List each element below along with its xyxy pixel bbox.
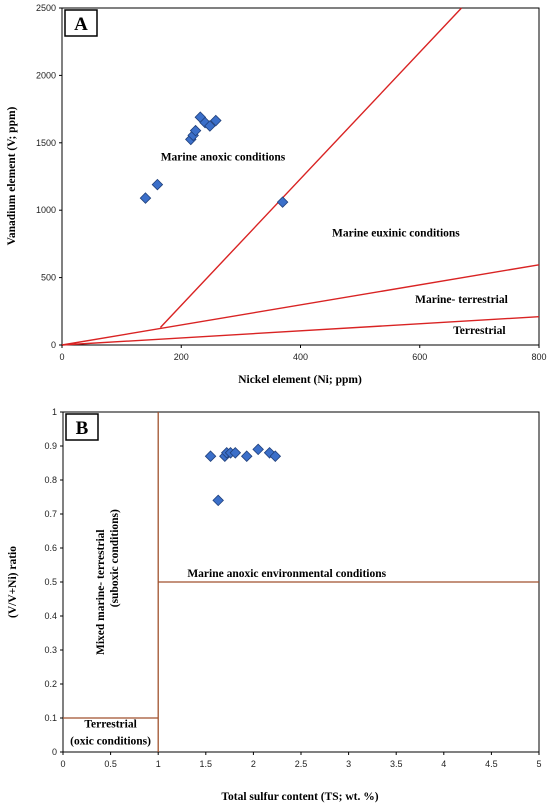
panel-b-data-point-9 [269,450,282,462]
panel-b-y-tick-label-6: 0.6 [44,543,57,553]
panel-a-x-axis-title: Nickel element (Ni; ppm) [238,374,362,386]
panel-a-data-point-8 [210,114,222,127]
panel-b-y-tick-label-2: 0.2 [44,679,57,689]
panel-b-data-point-7 [252,443,264,456]
panel-b-x-tick-label-3: 1.5 [200,759,213,769]
panel-a-data-point-7 [204,120,216,132]
panel-b-x-tick-label-8: 4 [441,759,446,769]
panel-a-data-point-0 [139,192,152,204]
panel-a-label: A [74,14,88,35]
panel-b-region-label-2: (suboxic conditions) [109,509,121,607]
panel-b-x-axis-title: Total sulfur content (TS; wt. %) [221,791,378,803]
panel-a-y-tick-label-2: 1000 [36,205,56,215]
panel-a-ticks: 0 200 400 600 800 0 500 1000 1500 2000 2500 [36,3,547,362]
panel-a-y-tick-label-4: 2000 [36,70,56,80]
panel-a-boundaries [61,7,540,346]
panel-b-data-point-5 [229,447,242,459]
panel-a-region-label-2: Marine- terrestrial [415,294,508,306]
panel-b-y-tick-label-5: 0.5 [44,577,57,587]
panel-b-region-label-1: Mixed marine- terrestrial [95,529,107,655]
panel-a-region-label-0: Marine anoxic conditions [161,151,286,163]
panel-b-boundaries [63,412,539,752]
panel-b: 0 0.5 1 1.5 2 2.5 3 3.5 4 4.5 5 0 0.1 0.2 0.3 0.4 0.5 0.6… [7,407,542,803]
panel-b-y-tick-label-4: 0.4 [44,611,57,621]
panel-a: 0 200 400 600 800 0 500 1000 1500 2000 2500 Marine… [6,3,547,386]
panel-a-y-axis-title: Vanadium element (V; ppm) [6,106,18,245]
panel-a-region-label-1: Marine euxinic conditions [332,227,460,239]
panel-b-y-tick-label-9: 0.9 [44,441,57,451]
panel-a-y-tick-label-3: 1500 [36,138,56,148]
panel-b-x-tick-label-1: 0.5 [104,759,117,769]
panel-a-x-tick-label-0: 0 [59,352,64,362]
panel-b-x-tick-label-10: 5 [536,759,541,769]
panel-b-region-label-3: Terrestrial [84,719,136,731]
panel-b-points [204,443,282,507]
panel-b-x-tick-label-5: 2.5 [295,759,308,769]
panel-a-x-tick-label-3: 600 [412,352,427,362]
panel-a-points [139,111,289,208]
panel-a-y-tick-label-0: 0 [51,340,56,350]
panel-a-data-point-1 [151,178,164,191]
panel-b-x-tick-label-0: 0 [60,759,65,769]
panel-a-boundary-line-2 [61,315,540,346]
panel-b-data-point-0 [204,450,217,462]
panel-b-data-point-1 [212,494,224,507]
panel-b-y-tick-label-10: 1 [52,407,57,417]
panel-a-boundary-line-0 [159,7,462,328]
panel-b-y-tick-label-8: 0.8 [44,475,57,485]
panel-b-ticks: 0 0.5 1 1.5 2 2.5 3 3.5 4 4.5 5 0 0.1 0.2 0.3 0.4 0.5 0.6… [44,407,541,769]
panel-a-y-tick-label-1: 500 [41,273,56,283]
panel-b-x-tick-label-9: 4.5 [485,759,498,769]
panel-b-y-tick-label-3: 0.3 [44,645,57,655]
panel-a-x-tick-label-1: 200 [174,352,189,362]
panel-a-y-tick-label-5: 2500 [36,3,56,13]
panel-a-region-labels: Marine anoxic conditions Marine euxinic c… [161,151,508,337]
panel-b-region-labels: Marine anoxic environmental conditions Mi… [70,509,386,748]
panel-a-plot-area [61,7,540,346]
panel-a-x-tick-label-2: 400 [293,352,308,362]
panel-b-region-label-4: (oxic conditions) [70,736,151,748]
panel-b-label-box [65,413,99,441]
panel-a-x-tick-label-4: 800 [531,352,546,362]
panel-b-y-tick-label-1: 0.1 [44,713,57,723]
panel-b-y-axis-title: (V/V+Ni) ratio [7,546,19,618]
panel-a-region-label-3: Terrestrial [453,325,505,337]
panel-b-data-point-6 [240,450,253,462]
panel-b-region-label-0: Marine anoxic environmental conditions [187,568,386,580]
panel-a-label-box [64,9,98,37]
panel-a-boundary-line-1 [61,264,540,346]
panel-b-y-tick-label-7: 0.7 [44,509,57,519]
panel-b-x-tick-label-4: 2 [251,759,256,769]
panel-b-label: B [76,418,89,439]
panel-b-y-tick-label-0: 0 [52,747,57,757]
panel-b-x-tick-label-2: 1 [156,759,161,769]
panel-a-data-point-9 [276,196,289,208]
panel-b-x-tick-label-6: 3 [346,759,351,769]
panel-b-x-tick-label-7: 3.5 [390,759,403,769]
panel-a-data-point-4 [189,124,202,137]
